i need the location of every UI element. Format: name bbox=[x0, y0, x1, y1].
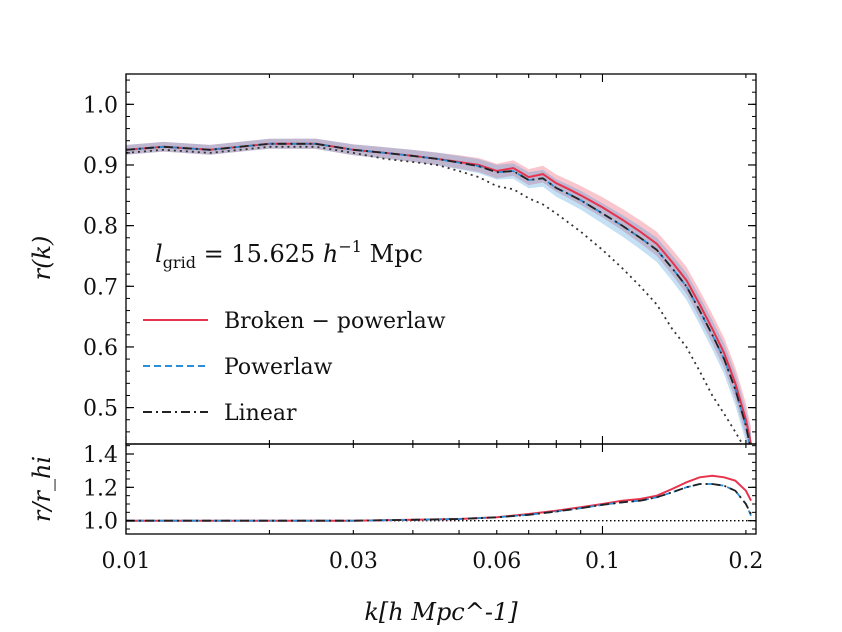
top-ytick-label: 0.7 bbox=[83, 275, 118, 300]
bottom-ylabel: r/r_hi bbox=[28, 456, 56, 522]
band-powerlaw bbox=[126, 138, 751, 444]
legend: Broken − powerlaw Powerlaw Linear bbox=[143, 309, 446, 426]
bottom-ticks: 1.0 1.2 1.4 0.01 0.03 0.06 0.1 0.2 bbox=[83, 443, 763, 574]
xtick-label: 0.1 bbox=[585, 549, 620, 574]
bottom-ytick-label: 1.2 bbox=[83, 476, 118, 501]
bottom-series-lines bbox=[126, 474, 752, 522]
top-line-reference bbox=[126, 145, 744, 444]
xtick-label: 0.03 bbox=[329, 549, 378, 574]
top-ticks: 0.5 0.6 0.7 0.8 0.9 1.0 bbox=[83, 74, 756, 445]
top-series-lines bbox=[126, 142, 752, 444]
top-panel: 0.5 0.6 0.7 0.8 0.9 1.0 lgrid = 15.625 h−1 Mp… bbox=[28, 73, 757, 445]
bottom-line-powerlaw bbox=[126, 483, 752, 522]
bottom-panel: 1.0 1.2 1.4 0.01 0.03 0.06 0.1 0.2 r/r_hi k[h M… bbox=[28, 443, 763, 626]
bottom-ytick-label: 1.0 bbox=[83, 510, 118, 535]
bottom-line-broken-powerlaw bbox=[126, 474, 752, 522]
top-ytick-label: 0.6 bbox=[83, 336, 118, 361]
xtick-label: 0.01 bbox=[102, 549, 151, 574]
top-ytick-label: 0.8 bbox=[83, 215, 118, 240]
top-ytick-label: 0.9 bbox=[83, 154, 118, 179]
top-ytick-label: 1.0 bbox=[83, 93, 118, 118]
band-broken-powerlaw bbox=[126, 138, 751, 444]
top-line-broken-powerlaw bbox=[126, 142, 752, 444]
grid-annotation: lgrid = 15.625 h−1 Mpc bbox=[155, 237, 423, 272]
top-line-powerlaw bbox=[126, 142, 751, 444]
top-uncertainty-bands bbox=[126, 138, 751, 444]
top-ylabel: r(k) bbox=[28, 236, 56, 281]
bottom-ytick-label: 1.4 bbox=[83, 443, 118, 468]
legend-label-linear: Linear bbox=[224, 401, 297, 426]
top-ytick-label: 0.5 bbox=[83, 397, 118, 422]
x-axis-label: k[h Mpc^-1] bbox=[364, 598, 518, 626]
legend-label-powerlaw: Powerlaw bbox=[224, 355, 333, 380]
xtick-label: 0.06 bbox=[472, 549, 521, 574]
bottom-plot-frame bbox=[125, 443, 757, 535]
bottom-line-linear bbox=[126, 483, 752, 522]
xtick-label: 0.2 bbox=[728, 549, 763, 574]
legend-label-broken-powerlaw: Broken − powerlaw bbox=[224, 309, 446, 334]
top-line-linear bbox=[126, 142, 751, 444]
